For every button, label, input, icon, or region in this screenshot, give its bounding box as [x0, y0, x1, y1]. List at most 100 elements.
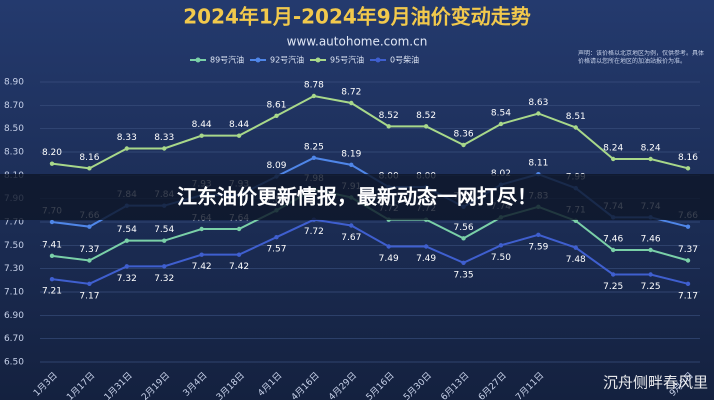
data-point	[461, 142, 466, 148]
data-label: 7.32	[154, 274, 174, 284]
y-tick-label: 8.50	[4, 124, 24, 134]
data-point	[199, 226, 204, 232]
data-label: 7.49	[379, 254, 399, 264]
data-label: 7.57	[266, 245, 286, 255]
data-label: 7.67	[341, 233, 361, 243]
data-label: 7.37	[79, 245, 99, 255]
legend-label: 89号汽油	[210, 55, 244, 65]
legend-dot	[195, 57, 201, 63]
data-point	[386, 124, 391, 129]
data-label: 7.25	[641, 282, 661, 292]
data-label: 7.72	[304, 227, 324, 237]
data-label: 8.44	[229, 120, 249, 130]
data-point	[423, 244, 429, 249]
data-point	[162, 238, 167, 243]
chart-title: 2024年1月-2024年9月油价变动走势	[183, 5, 530, 29]
series-line	[51, 94, 689, 170]
data-label: 8.36	[454, 130, 474, 140]
data-label: 7.25	[603, 282, 623, 292]
banner-bg	[0, 174, 714, 220]
data-label: 7.17	[678, 291, 698, 301]
data-label: 8.19	[341, 149, 361, 159]
data-point	[498, 121, 504, 127]
y-tick-label: 8.90	[4, 78, 24, 88]
data-label: 7.32	[117, 274, 137, 284]
note-box: 声明：该价格以北京地区为例，仅供参考。具体价格请以您所在地区的加油站报价为准。	[578, 50, 705, 65]
y-tick-label: 8.70	[4, 101, 24, 111]
data-point	[236, 252, 242, 257]
data-label: 8.20	[42, 148, 62, 158]
data-point	[423, 124, 429, 129]
y-tick-label: 7.30	[4, 264, 24, 274]
data-label: 7.37	[678, 245, 698, 255]
data-point	[536, 232, 541, 238]
data-label: 7.42	[192, 262, 212, 272]
data-label: 8.24	[641, 144, 661, 154]
data-point	[685, 166, 691, 171]
note: 声明：该价格以北京地区为例，仅供参考。具体价格请以您所在地区的加油站报价为准。	[578, 50, 705, 65]
data-point	[87, 281, 92, 287]
data-point	[49, 219, 55, 225]
data-point	[124, 146, 130, 151]
data-label: 8.11	[528, 159, 548, 169]
data-label: 8.54	[491, 109, 511, 119]
data-point	[199, 133, 204, 138]
data-label: 7.48	[566, 255, 586, 265]
legend-label: 95号汽油	[330, 55, 364, 65]
legend-dot	[315, 57, 321, 63]
data-point	[610, 247, 616, 253]
data-label: 8.09	[266, 161, 286, 171]
data-point	[124, 264, 130, 269]
legend-dot	[255, 57, 261, 63]
data-label: 8.16	[678, 153, 698, 163]
data-point	[49, 276, 55, 282]
data-point	[274, 113, 279, 119]
data-point	[87, 258, 92, 263]
data-label: 7.21	[42, 287, 62, 297]
chart-subtitle: www.autohome.com.cn	[287, 35, 428, 49]
data-label: 7.54	[117, 225, 137, 235]
data-label: 7.35	[454, 270, 474, 280]
data-label: 7.56	[454, 223, 474, 233]
data-point	[162, 146, 167, 151]
data-point	[87, 166, 92, 171]
data-point	[87, 224, 92, 229]
data-label: 7.54	[154, 225, 174, 235]
legend-label: 0号柴油	[390, 55, 419, 65]
data-point	[536, 111, 541, 116]
data-label: 8.78	[304, 81, 324, 91]
y-tick-label: 6.90	[4, 311, 24, 321]
y-tick-label: 8.30	[4, 148, 24, 158]
y-tick-label: 7.10	[4, 288, 24, 298]
data-point	[124, 238, 130, 243]
data-point	[573, 245, 578, 250]
legend: 89号汽油 92号汽油 95号汽油 0号柴油	[190, 55, 419, 65]
y-tick-label: 6.50	[4, 358, 24, 368]
data-label: 8.61	[266, 100, 286, 110]
y-tick-label: 7.50	[4, 241, 24, 251]
data-point	[685, 281, 691, 287]
data-point	[648, 272, 653, 277]
data-point	[573, 125, 578, 130]
data-label: 8.33	[154, 133, 174, 143]
data-label: 7.49	[416, 254, 436, 264]
data-point	[498, 243, 504, 248]
legend-label: 92号汽油	[270, 55, 304, 65]
data-point	[349, 223, 354, 228]
data-point	[311, 155, 317, 161]
data-label: 8.51	[566, 112, 586, 122]
data-point	[349, 162, 354, 168]
data-label: 8.52	[416, 111, 436, 121]
data-label: 7.46	[603, 235, 623, 245]
data-point	[236, 226, 242, 232]
data-point	[162, 264, 167, 269]
data-label: 8.16	[79, 153, 99, 163]
data-point	[685, 258, 691, 263]
banner: 江东油价更新情报，最新动态一网打尽！	[177, 185, 537, 209]
data-label: 7.17	[79, 291, 99, 301]
data-label: 7.42	[229, 262, 249, 272]
data-point	[610, 156, 616, 162]
y-tick-label: 7.70	[4, 218, 24, 228]
data-point	[461, 236, 466, 241]
